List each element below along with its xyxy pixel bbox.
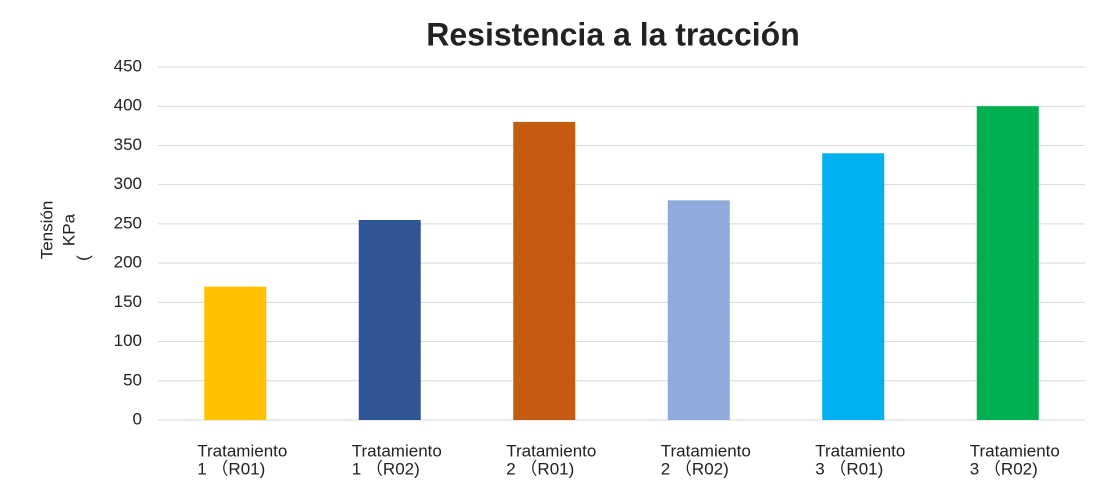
y-tick-label: 0 — [133, 409, 142, 428]
x-tick-label: 2 （R02) — [661, 459, 729, 478]
y-tick-label: 200 — [114, 253, 142, 272]
y-tick-label: 450 — [114, 56, 142, 75]
x-tick-label: 2 （R01) — [506, 459, 574, 478]
y-tick-label: 300 — [114, 174, 142, 193]
x-tick-label: Tratamiento — [970, 441, 1060, 460]
bar — [358, 219, 421, 420]
y-axis-label: ( — [73, 255, 92, 261]
bar — [822, 153, 885, 421]
bar — [513, 121, 576, 421]
bar — [204, 286, 267, 420]
y-tick-label: 350 — [114, 135, 142, 154]
y-axis-label: Tensión — [37, 201, 56, 260]
chart-title: Resistencia a la tracción — [426, 16, 800, 52]
bar — [976, 106, 1039, 420]
x-tick-label: Tratamiento — [661, 441, 751, 460]
y-axis-label: KPa — [59, 213, 78, 246]
x-tick-label: 3 （R02) — [970, 459, 1038, 478]
y-tick-label: 100 — [114, 331, 142, 350]
x-tick-label: Tratamiento — [506, 441, 596, 460]
x-tick-label: 1 （R02) — [352, 459, 420, 478]
y-tick-label: 150 — [114, 292, 142, 311]
y-tick-label: 400 — [114, 96, 142, 115]
x-tick-label: Tratamiento — [197, 441, 287, 460]
bar — [667, 200, 730, 420]
y-tick-label: 250 — [114, 213, 142, 232]
x-tick-label: 1 （R01) — [197, 459, 265, 478]
x-tick-label: Tratamiento — [352, 441, 442, 460]
x-tick-label: Tratamiento — [815, 441, 905, 460]
x-tick-label: 3 （R01) — [815, 459, 883, 478]
y-tick-label: 50 — [123, 370, 142, 389]
